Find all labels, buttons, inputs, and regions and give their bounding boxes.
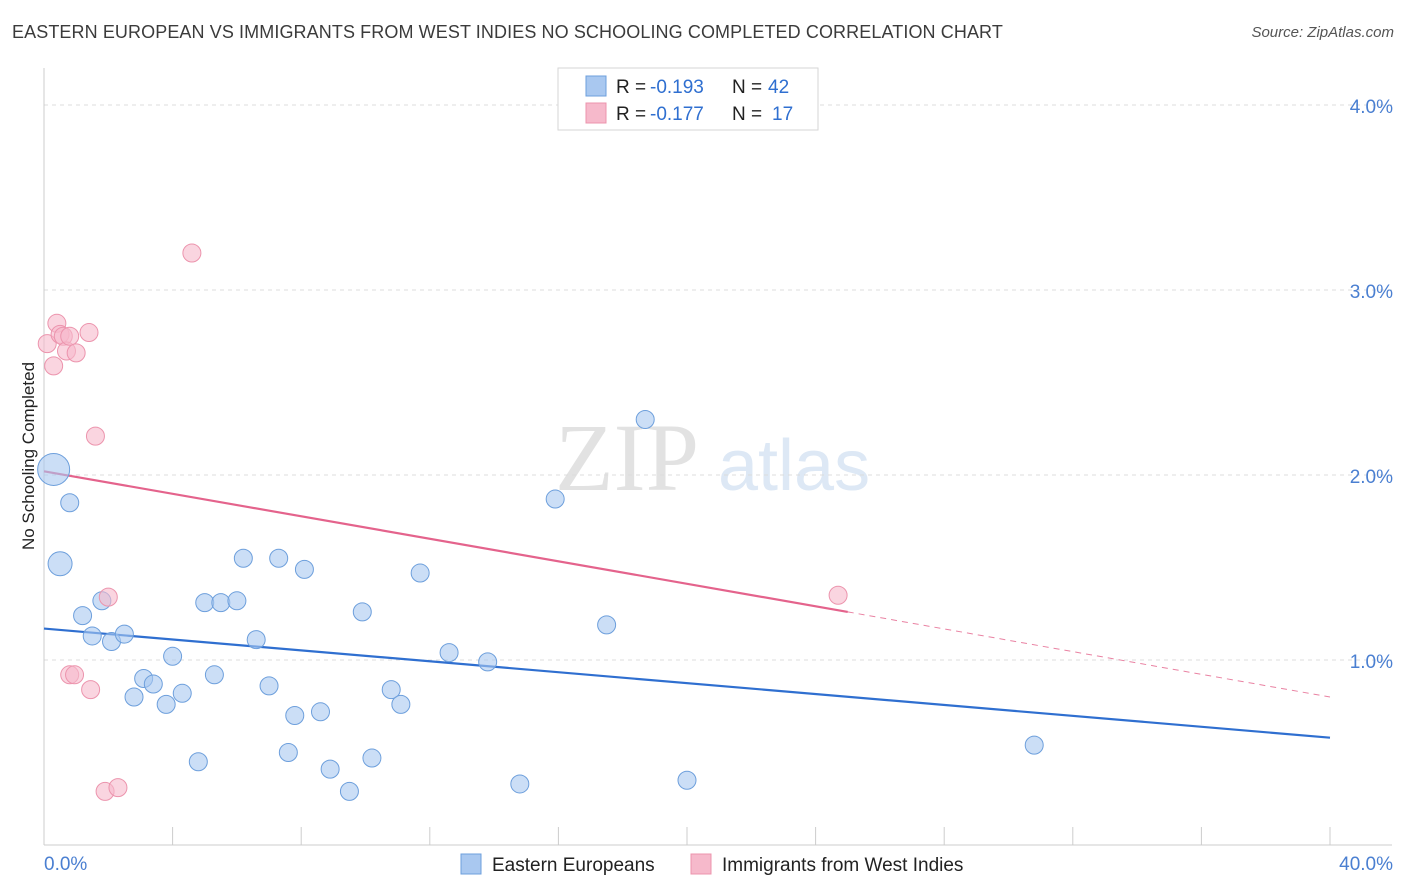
x-tick-max: 40.0% <box>1339 854 1393 875</box>
point-westindies <box>37 334 57 354</box>
legend-label-eastern: Eastern Europeans <box>492 855 655 876</box>
y-tick-labels: 1.0% 2.0% 3.0% 4.0% <box>1350 97 1393 673</box>
point-eastern <box>124 687 144 707</box>
point-eastern <box>597 615 617 635</box>
legend-swatch-westindies <box>690 853 712 875</box>
point-eastern <box>381 680 401 700</box>
point-eastern <box>211 593 231 613</box>
data-points <box>37 243 1044 801</box>
stats-r-label-eastern: R = <box>616 77 646 98</box>
point-westindies <box>79 323 99 343</box>
stats-swatch-westindies <box>585 102 607 124</box>
point-eastern <box>362 748 382 768</box>
stats-n-value-eastern: 42 <box>768 77 789 98</box>
point-westindies <box>85 426 105 446</box>
point-eastern <box>677 770 697 790</box>
point-eastern <box>47 551 73 577</box>
x-tick-min: 0.0% <box>44 854 87 875</box>
chart-title: EASTERN EUROPEAN VS IMMIGRANTS FROM WEST… <box>12 22 1003 42</box>
point-eastern <box>60 493 80 513</box>
stats-legend: R = -0.193 N = 42 R = -0.177 N = 17 <box>557 67 819 131</box>
point-eastern <box>227 591 247 611</box>
stats-r-value-westindies: -0.177 <box>650 104 704 125</box>
point-eastern <box>320 759 340 779</box>
trend-line-westindies <box>43 470 848 613</box>
stats-n-label-eastern: N = <box>732 77 762 98</box>
point-eastern <box>114 624 134 644</box>
point-westindies <box>60 326 80 346</box>
point-eastern <box>310 702 330 722</box>
point-westindies <box>182 243 202 263</box>
y-tick-label: 3.0% <box>1350 282 1393 303</box>
point-eastern <box>391 694 411 714</box>
point-eastern <box>510 774 530 794</box>
point-eastern <box>172 683 192 703</box>
point-eastern <box>82 626 102 646</box>
point-westindies <box>66 343 86 363</box>
point-eastern <box>478 652 498 672</box>
point-eastern <box>410 563 430 583</box>
point-westindies <box>81 680 101 700</box>
point-eastern <box>352 602 372 622</box>
grid-lines <box>44 104 1392 661</box>
point-eastern <box>278 743 298 762</box>
watermark-zip: ZIP <box>555 404 699 511</box>
point-eastern <box>195 593 215 613</box>
watermark-atlas: atlas <box>718 426 870 506</box>
legend-label-westindies: Immigrants from West Indies <box>722 855 963 876</box>
point-eastern <box>259 676 279 696</box>
point-eastern <box>294 559 314 579</box>
y-tick-label: 1.0% <box>1350 652 1393 673</box>
point-eastern <box>545 489 565 509</box>
point-eastern <box>73 606 93 626</box>
series-legend: Eastern Europeans Immigrants from West I… <box>460 853 963 876</box>
stats-r-value-eastern: -0.193 <box>650 77 704 98</box>
point-eastern <box>269 548 289 568</box>
stats-swatch-eastern <box>585 75 607 97</box>
point-eastern <box>246 630 266 650</box>
trend-line-eastern <box>43 627 1331 739</box>
y-axis-title: No Schooling Completed <box>19 362 38 550</box>
point-westindies <box>108 778 128 798</box>
legend-swatch-eastern <box>460 853 482 875</box>
point-eastern <box>37 452 71 486</box>
stats-n-label-westindies: N = <box>732 104 762 125</box>
trend-line-westindies-extension <box>847 611 1331 698</box>
point-eastern <box>156 694 176 714</box>
point-eastern <box>1024 735 1044 755</box>
stats-n-value-westindies: 17 <box>772 104 793 125</box>
source-credit: Source: ZipAtlas.com <box>1251 24 1394 41</box>
point-westindies <box>828 585 848 605</box>
point-eastern <box>233 548 253 568</box>
point-westindies <box>65 665 85 685</box>
point-eastern <box>163 646 183 666</box>
point-eastern <box>635 410 655 429</box>
point-eastern <box>188 752 208 772</box>
point-eastern <box>285 706 305 725</box>
point-eastern <box>439 643 459 663</box>
point-westindies <box>44 356 64 376</box>
point-eastern <box>143 674 163 694</box>
y-tick-label: 2.0% <box>1350 467 1393 488</box>
stats-r-label-westindies: R = <box>616 104 646 125</box>
point-eastern <box>204 665 224 685</box>
y-tick-label: 4.0% <box>1350 97 1393 118</box>
point-eastern <box>339 781 359 801</box>
point-westindies <box>98 587 118 607</box>
